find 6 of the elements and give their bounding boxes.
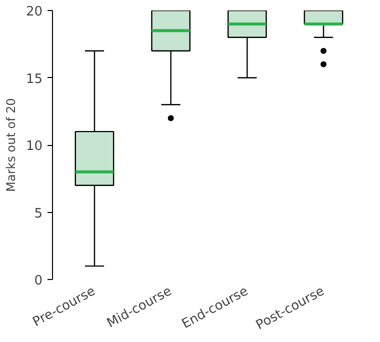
y-tick-label: 15 [26, 72, 43, 87]
y-tick-label: 5 [34, 206, 43, 222]
y-axis-title: Marks out of 20 [4, 98, 18, 192]
y-tick-label: 10 [26, 139, 43, 154]
y-tick-label: 20 [26, 4, 43, 20]
y-tick-label: 0 [34, 274, 43, 288]
